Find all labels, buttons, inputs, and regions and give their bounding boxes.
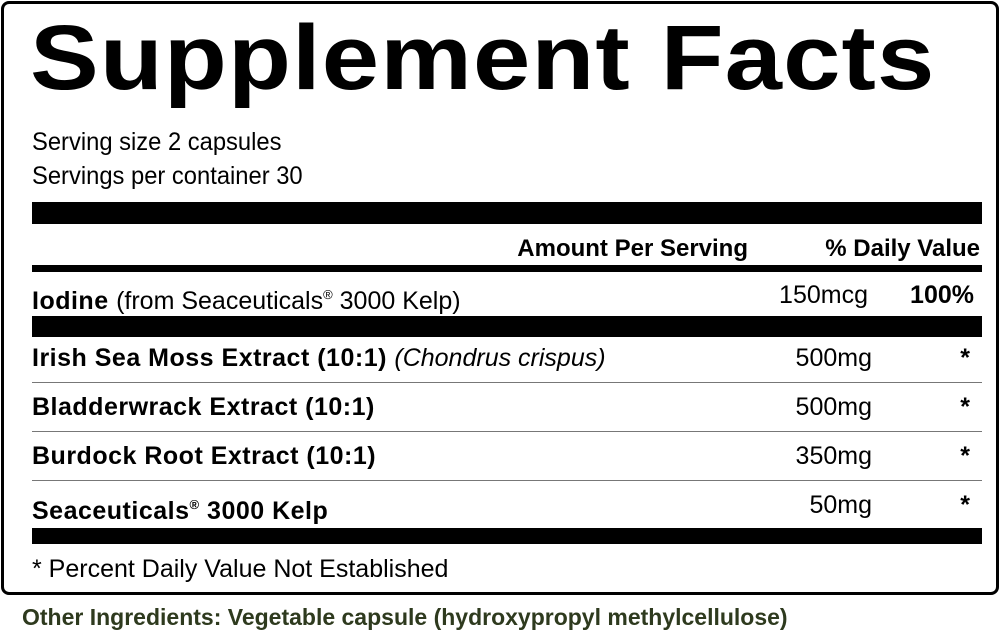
footnote: * Percent Daily Value Not Established (32, 555, 449, 583)
ingredient-name: Irish Sea Moss Extract (10:1) (32, 344, 387, 372)
row-divider (32, 382, 982, 383)
serving-size: Serving size 2 capsules (32, 128, 282, 156)
ingredient-daily-value: * (960, 393, 970, 421)
ingredient-daily-value: * (960, 491, 970, 519)
nutrient-name: Iodine (32, 287, 109, 315)
thick-divider (32, 528, 982, 544)
ingredient-name-rest: 3000 Kelp (199, 497, 329, 525)
thick-divider (32, 202, 982, 224)
ingredient-row: Bladderwrack Extract (10:1) 500mg * (32, 390, 982, 424)
nutrient-row-iodine: Iodine (from Seaceuticals® 3000 Kelp) 15… (32, 278, 982, 315)
ingredient-name: Burdock Root Extract (10:1) (32, 442, 377, 470)
ingredient-amount: 350mg (795, 442, 872, 470)
thick-divider (32, 316, 982, 337)
panel-title: Supplement Facts (30, 7, 936, 109)
registered-mark: ® (189, 497, 200, 512)
row-divider (32, 431, 982, 432)
ingredient-amount: 500mg (795, 344, 872, 372)
ingredient-row: Seaceuticals® 3000 Kelp 50mg * (32, 488, 982, 525)
other-ingredients: Other Ingredients: Vegetable capsule (hy… (22, 604, 788, 630)
nutrient-daily-value: 100% (910, 281, 974, 309)
supplement-facts-panel (1, 1, 999, 595)
ingredient-amount: 500mg (795, 393, 872, 421)
nutrient-source: (from Seaceuticals® 3000 Kelp) (116, 287, 461, 315)
amount-per-serving-header: Amount Per Serving (517, 235, 748, 262)
daily-value-header: % Daily Value (825, 235, 980, 262)
registered-mark: ® (323, 287, 333, 302)
ingredient-row: Irish Sea Moss Extract (10:1) (Chondrus … (32, 341, 982, 375)
medium-divider (32, 265, 982, 272)
ingredient-name: Seaceuticals (32, 497, 190, 525)
ingredient-row: Burdock Root Extract (10:1) 350mg * (32, 439, 982, 473)
source-text-rest: 3000 Kelp) (332, 287, 461, 315)
ingredient-name: Bladderwrack Extract (10:1) (32, 393, 375, 421)
ingredient-amount: 50mg (809, 491, 872, 519)
ingredient-daily-value: * (960, 442, 970, 470)
servings-per-container: Servings per container 30 (32, 162, 303, 190)
row-divider (32, 480, 982, 481)
ingredient-daily-value: * (960, 344, 970, 372)
source-text: (from Seaceuticals (116, 287, 324, 315)
ingredient-latin-name: (Chondrus crispus) (394, 344, 606, 372)
nutrient-amount: 150mcg (779, 281, 868, 309)
